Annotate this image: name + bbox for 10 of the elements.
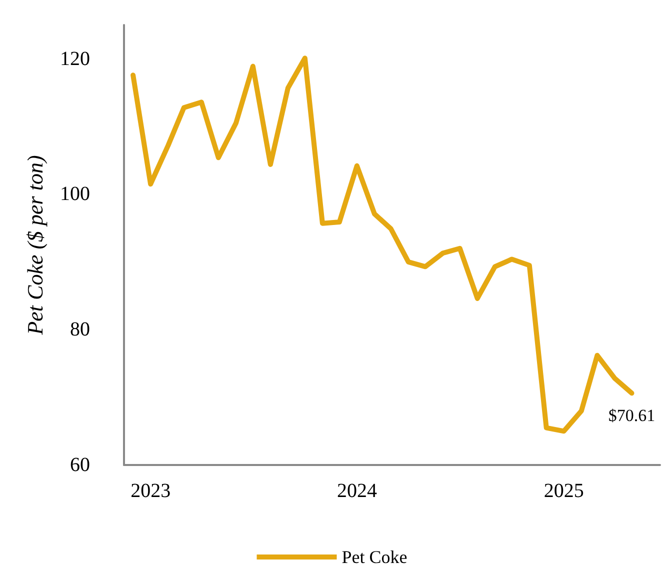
y-tick-label: 60 (70, 454, 90, 476)
y-tick-label: 80 (70, 318, 90, 341)
x-tick-label: 2024 (336, 480, 377, 502)
x-tick-label: 2023 (130, 480, 171, 502)
y-tick-label: 120 (60, 48, 90, 70)
legend-label: Pet Coke (342, 547, 408, 567)
data-label: $70.61 (608, 406, 656, 426)
y-tick-label: 100 (60, 183, 90, 206)
y-axis-title: Pet Coke ($ per ton) (22, 155, 48, 336)
x-tick-label: 2025 (544, 480, 584, 502)
